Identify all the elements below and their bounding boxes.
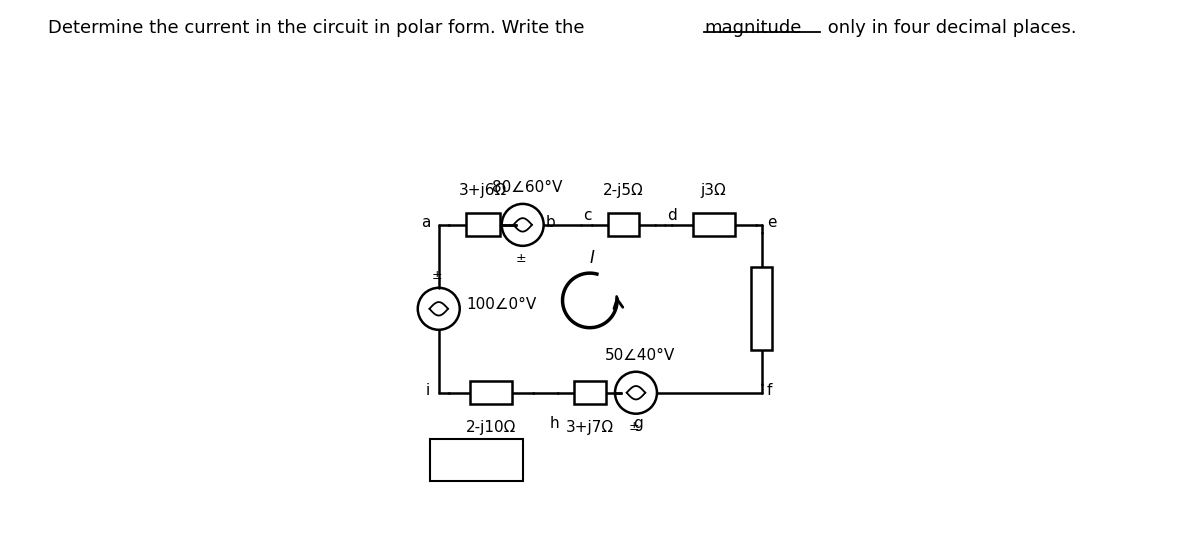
Text: 50∠40°V: 50∠40°V [605,348,676,364]
Text: ±: ± [629,420,640,433]
Text: 3+j7Ω: 3+j7Ω [565,420,614,435]
Text: only in four decimal places.: only in four decimal places. [822,19,1076,37]
Text: i: i [426,383,431,398]
Text: e: e [767,215,776,231]
Text: a: a [421,215,431,231]
Text: b: b [546,215,556,231]
FancyBboxPatch shape [470,381,512,404]
Text: 3+j6Ω: 3+j6Ω [458,183,506,198]
Text: f: f [767,383,773,398]
FancyBboxPatch shape [692,213,734,237]
FancyBboxPatch shape [607,213,640,237]
Text: h: h [550,416,559,431]
Text: Determine the current in the circuit in polar form. Write the: Determine the current in the circuit in … [48,19,590,37]
Text: g: g [634,416,643,431]
Text: I: I [589,249,594,267]
Text: c: c [583,208,592,223]
Text: j3Ω: j3Ω [701,183,726,198]
FancyBboxPatch shape [431,439,523,481]
Text: d: d [667,208,677,223]
FancyBboxPatch shape [466,213,499,237]
FancyBboxPatch shape [751,267,773,350]
Text: 2-j5Ω: 2-j5Ω [604,183,643,198]
Text: 2-j10Ω: 2-j10Ω [466,420,516,435]
Text: ±: ± [431,269,442,282]
Text: 100∠0°V: 100∠0°V [466,297,536,312]
Text: magnitude: magnitude [704,19,802,37]
FancyBboxPatch shape [574,381,606,404]
Text: ±: ± [515,252,526,265]
Text: 80∠60°V: 80∠60°V [492,180,562,196]
